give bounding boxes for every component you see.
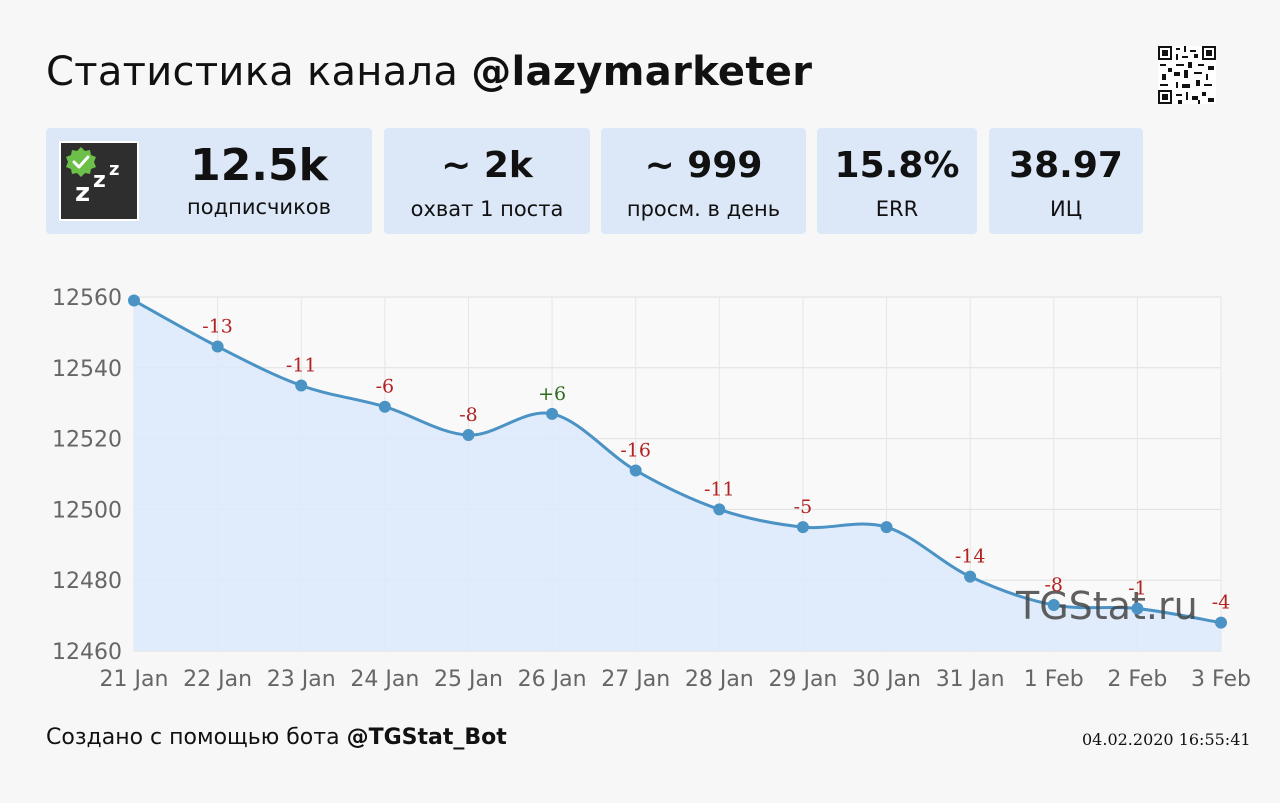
channel-avatar: z z z: [59, 141, 139, 221]
x-tick-label: 28 Jan: [685, 667, 754, 692]
title-prefix: Статистика канала: [46, 49, 459, 95]
x-tick-label: 21 Jan: [100, 667, 169, 692]
svg-text:z: z: [109, 159, 119, 180]
x-tick-label: 31 Jan: [936, 667, 1005, 692]
daily-views-value: ~ 999: [644, 145, 763, 186]
footer-bot-link[interactable]: @TGStat_Bot: [346, 725, 507, 750]
data-point: [1047, 598, 1060, 611]
x-tick-label: 2 Feb: [1107, 667, 1167, 692]
data-point: [295, 379, 308, 392]
footer-created-text: Создано с помощью бота: [46, 725, 340, 750]
data-point: [128, 294, 140, 307]
data-label: -5: [794, 496, 813, 518]
channel-name: @lazymarketer: [471, 49, 813, 95]
reach-value: ~ 2k: [441, 145, 533, 186]
y-tick-label: 12460: [52, 640, 122, 665]
data-point: [880, 521, 893, 534]
reach-label: охват 1 поста: [410, 197, 564, 221]
data-label: -4: [1212, 592, 1231, 614]
svg-text:z: z: [75, 178, 90, 208]
y-tick-label: 12520: [52, 428, 122, 453]
area-fill: [134, 300, 1221, 651]
reach-card: ~ 2k охват 1 поста: [384, 128, 590, 234]
data-point: [462, 429, 475, 442]
data-label: -11: [704, 478, 735, 500]
data-label: -6: [376, 376, 395, 398]
watermark-text: TGStat.ru: [1015, 584, 1198, 628]
x-tick-label: 27 Jan: [601, 667, 670, 692]
data-label: -11: [286, 355, 317, 377]
data-point: [211, 340, 224, 353]
y-tick-label: 12560: [52, 286, 122, 311]
footer-timestamp: 04.02.2020 16:55:41: [1082, 730, 1251, 749]
data-point: [796, 521, 809, 534]
data-point: [1215, 616, 1227, 629]
x-tick-label: 3 Feb: [1191, 667, 1251, 692]
data-label: -8: [459, 404, 478, 426]
data-label: -16: [620, 439, 651, 461]
data-point: [378, 400, 391, 413]
series-line: [133, 299, 1222, 625]
err-card: 15.8% ERR: [817, 128, 977, 234]
data-label: -8: [1045, 574, 1064, 596]
data-point: [713, 503, 726, 516]
qr-code-icon: [1158, 46, 1216, 104]
err-label: ERR: [875, 197, 919, 221]
x-tick-label: 26 Jan: [518, 667, 587, 692]
x-tick-label: 1 Feb: [1024, 667, 1084, 692]
daily-views-label: просм. в день: [626, 197, 781, 221]
y-tick-label: 12540: [52, 357, 122, 382]
subscribers-label: подписчиков: [187, 195, 331, 219]
citation-card: 38.97 ИЦ: [989, 128, 1143, 234]
page-title: Статистика канала @lazymarketer: [46, 46, 812, 98]
x-tick-label: 24 Jan: [350, 667, 419, 692]
verified-badge-icon: [66, 147, 96, 177]
data-point: [546, 407, 559, 420]
zzz-logo-icon: z z z: [66, 147, 119, 208]
x-tick-label: 22 Jan: [183, 667, 252, 692]
x-tick-label: 25 Jan: [434, 667, 503, 692]
data-point: [629, 464, 642, 477]
subscribers-value: 12.5k: [190, 140, 328, 191]
data-label: -13: [202, 316, 233, 338]
y-tick-label: 12480: [52, 569, 122, 594]
data-label: +6: [538, 383, 566, 405]
daily-views-card: ~ 999 просм. в день: [601, 128, 806, 234]
err-value: 15.8%: [834, 145, 960, 186]
x-tick-label: 30 Jan: [852, 667, 921, 692]
citation-value: 38.97: [1009, 145, 1123, 186]
data-label: -1: [1128, 578, 1147, 600]
data-label: -14: [955, 546, 986, 568]
data-point: [1131, 602, 1144, 615]
svg-text:z: z: [93, 168, 106, 193]
x-tick-label: 29 Jan: [768, 667, 837, 692]
subscribers-card: z z z 12.5k подписчиков: [46, 128, 372, 234]
citation-label: ИЦ: [1049, 197, 1082, 221]
x-tick-label: 23 Jan: [267, 667, 336, 692]
data-point: [964, 570, 977, 583]
footer-credit: Создано с помощью бота @TGStat_Bot: [46, 724, 507, 752]
y-tick-label: 12500: [52, 498, 122, 523]
